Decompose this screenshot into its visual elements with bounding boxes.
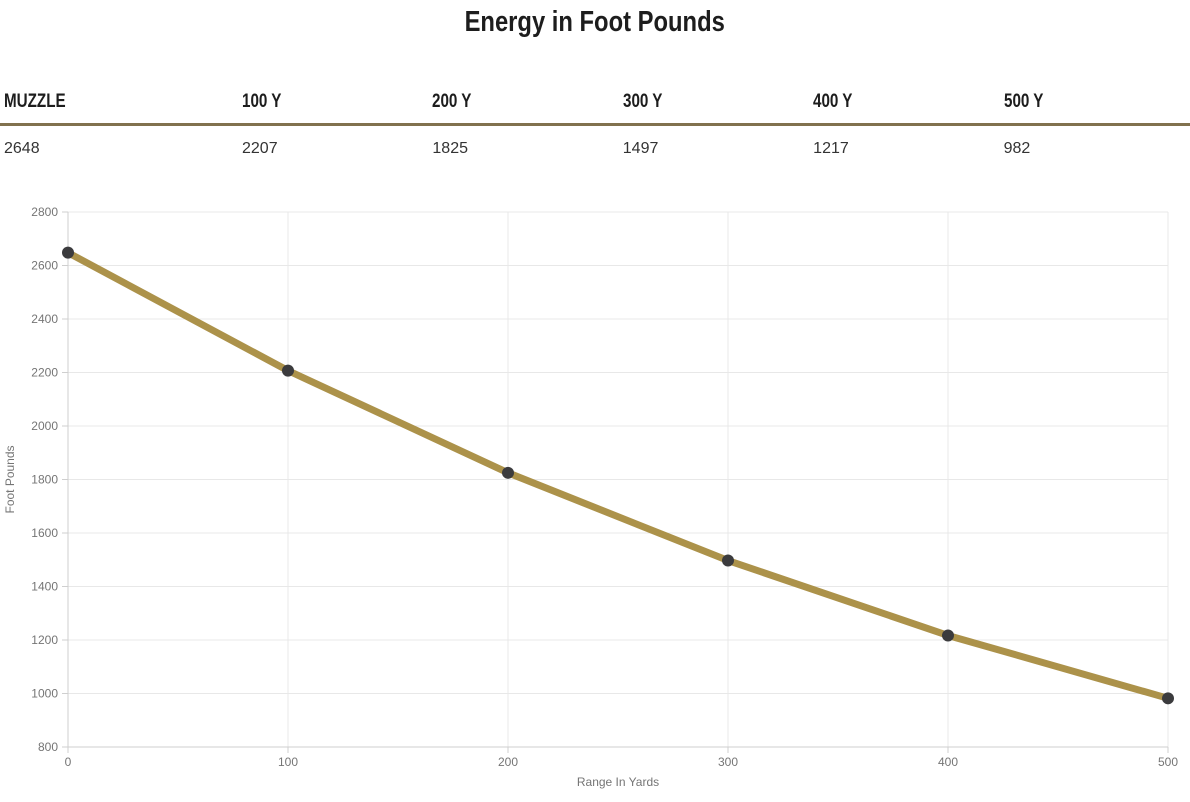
table-values-row: 2648 2207 1825 1497 1217 982 [0,126,1190,158]
y-tick-label: 2800 [31,205,58,219]
table-header-row: MUZZLE 100 Y 200 Y 300 Y 400 Y 500 Y [0,92,1190,126]
table-header-cell-text: 200 Y [432,91,472,112]
table-value-cell-text: 2207 [242,140,278,157]
table-header-cell: 500 Y [1000,92,1190,111]
x-tick-label: 0 [65,755,72,769]
y-tick-label: 1000 [31,687,58,701]
y-tick-label: 2000 [31,419,58,433]
table-header-cell-text: 100 Y [242,91,282,112]
energy-chart-svg: 8001000120014001600180020002200240026002… [3,205,1178,789]
table-value-cell-text: 1825 [432,140,468,157]
data-point [62,246,74,259]
x-tick-label: 100 [278,755,298,769]
page-title: Energy in Foot Pounds [0,0,1190,37]
table-header-cell-text: MUZZLE [4,91,66,112]
table-header-cell: 400 Y [809,92,999,111]
table-header-cell: 300 Y [619,92,809,111]
table-header-cell-text: 400 Y [813,91,853,112]
x-tick-label: 500 [1158,755,1178,769]
table-value-cell: 2207 [238,140,428,158]
y-tick-label: 2400 [31,312,58,326]
y-tick-label: 1400 [31,580,58,594]
x-axis-title: Range In Yards [577,775,659,789]
data-point [282,364,294,377]
x-tick-label: 200 [498,755,518,769]
x-tick-label: 400 [938,755,958,769]
x-tick-label: 300 [718,755,738,769]
energy-chart: 800 1000 1200 1400 1600 1800 2000 2200 2400 2600 2… [0,194,1190,802]
table-value-cell: 1497 [619,140,809,158]
table-header-cell: 200 Y [428,92,618,111]
data-point [1162,692,1174,705]
table-value-cell-text: 2648 [4,140,40,157]
y-tick-label: 1800 [31,473,58,487]
table-value-cell: 2648 [0,140,238,158]
data-point [942,629,954,642]
table-value-cell: 1825 [428,140,618,158]
y-tick-label: 800 [38,740,58,754]
table-value-cell-text: 982 [1003,140,1031,157]
y-axis-title: Foot Pounds [3,445,17,513]
table-value-cell: 982 [1000,140,1190,158]
table-value-cell-text: 1497 [622,140,659,157]
table-value-cell-text: 1217 [813,140,849,157]
energy-line [64,249,1172,702]
table-value-cell: 1217 [809,140,999,158]
table-header-cell-text: 500 Y [1003,91,1044,112]
y-tick-label: 2600 [31,259,58,273]
y-tick-label: 2200 [31,366,58,380]
data-point [502,466,514,479]
table-header-cell-text: 300 Y [622,91,663,112]
table-header-cell: MUZZLE [0,92,238,111]
ballistics-table: MUZZLE 100 Y 200 Y 300 Y 400 Y 500 Y 2648 2207… [0,92,1190,158]
table-header-cell: 100 Y [238,92,428,111]
page-title-text: Energy in Foot Pounds [464,6,726,38]
y-tick-label: 1600 [31,526,58,540]
data-point [722,554,734,567]
y-tick-label: 1200 [31,633,58,647]
